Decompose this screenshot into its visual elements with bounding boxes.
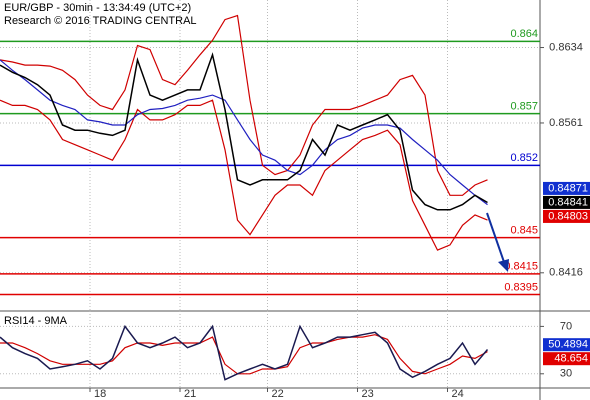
price-marker	[543, 181, 590, 195]
x-tick-label: 24	[452, 388, 464, 400]
level-label: 0.864	[510, 28, 538, 40]
x-tick-label: 22	[272, 388, 284, 400]
series-line	[0, 52, 488, 211]
level-label: 0.845	[510, 225, 538, 237]
y-tick-label: 30	[560, 368, 572, 380]
price-marker-label: 0.84841	[548, 196, 588, 208]
y-tick-label: 70	[560, 320, 572, 332]
series-line	[0, 324, 489, 381]
forecast-arrow-head	[498, 259, 509, 272]
y-tick-label: 0.8634	[549, 41, 583, 53]
level-label: 0.8415	[504, 261, 538, 273]
price-marker-label: 50.4894	[548, 339, 588, 351]
chart-title: EUR/GBP - 30min - 13:34:49 (UTC+2)	[4, 2, 191, 14]
y-tick-label: 0.8416	[549, 267, 583, 279]
series-line	[0, 99, 488, 251]
level-label: 0.852	[510, 152, 538, 164]
chart-subtitle: Research © 2016 TRADING CENTRAL	[4, 15, 197, 27]
x-tick-label: 23	[362, 388, 374, 400]
series-line	[0, 334, 488, 375]
forecast-arrow	[486, 212, 505, 263]
price-marker	[543, 338, 590, 352]
price-marker-label: 0.84803	[548, 210, 588, 222]
rsi-title: RSI14 - 9MA	[4, 315, 68, 327]
level-label: 0.857	[510, 101, 538, 113]
x-tick-label: 21	[184, 388, 196, 400]
series-line	[0, 59, 488, 206]
price-marker-label: 0.84871	[548, 182, 588, 194]
price-marker	[543, 209, 590, 223]
price-marker	[543, 195, 590, 209]
price-marker-label: 48.654	[554, 353, 588, 365]
price-marker	[543, 352, 590, 366]
x-tick-label: 18	[94, 388, 106, 400]
y-tick-label: 0.8561	[549, 117, 583, 129]
level-label: 0.8395	[504, 281, 538, 293]
series-line	[0, 14, 488, 196]
